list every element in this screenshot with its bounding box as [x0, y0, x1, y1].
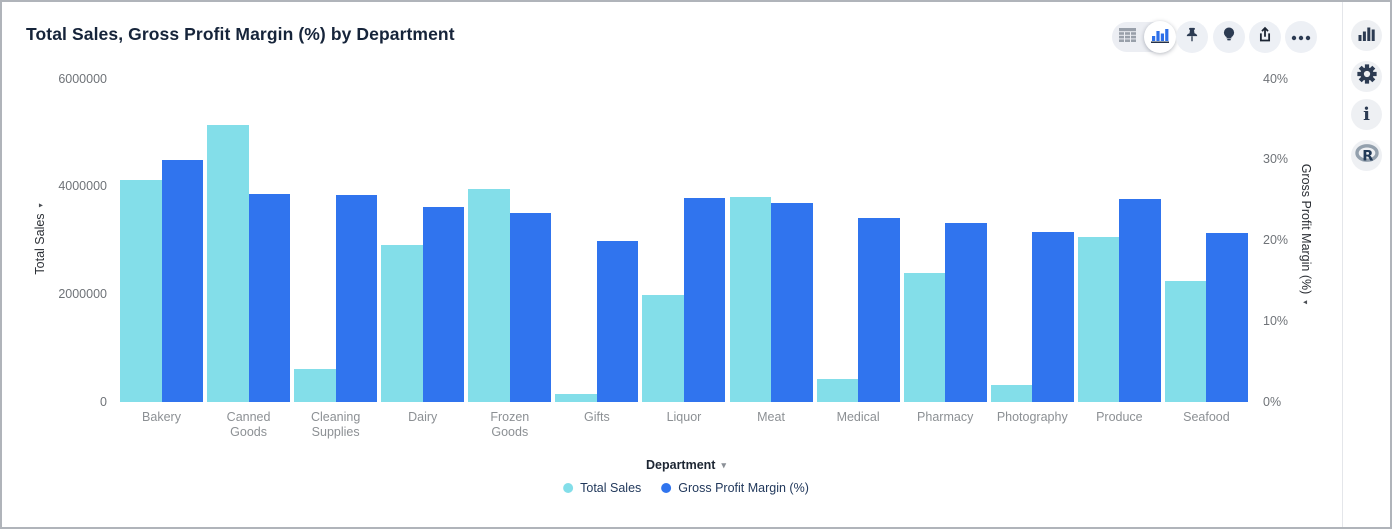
x-axis-field-dropdown[interactable]: Department ▾ [646, 458, 726, 472]
bar-gross-profit-margin[interactable] [1119, 198, 1161, 402]
r-script-button[interactable]: R [1351, 140, 1382, 171]
x-axis-label: Gifts [584, 410, 610, 424]
pin-icon [1183, 26, 1201, 49]
legend-dot-icon [661, 483, 672, 493]
axis-arrow-icon: ▾ [35, 203, 45, 208]
lightbulb-icon [1220, 25, 1238, 49]
bar-gross-profit-margin[interactable] [858, 217, 900, 402]
more-options-button[interactable] [1285, 21, 1317, 53]
widget-main: Total Sales, Gross Profit Margin (%) by … [2, 2, 1342, 527]
right-axis-tick: 10% [1263, 313, 1289, 328]
bar-gross-profit-margin[interactable] [596, 240, 639, 402]
info-button[interactable]: i [1351, 99, 1382, 130]
legend-item[interactable]: Gross Profit Margin (%) [661, 481, 809, 495]
bar-gross-profit-margin[interactable] [422, 207, 465, 402]
bar-total-sales[interactable] [120, 179, 162, 402]
bar-total-sales[interactable] [207, 125, 249, 402]
bar-total-sales[interactable] [1077, 237, 1120, 402]
info-icon: i [1363, 103, 1370, 125]
chart-plot-area [120, 79, 1252, 402]
pin-button[interactable] [1176, 21, 1208, 53]
table-view-icon [1119, 27, 1136, 47]
left-axis-tick: 0 [100, 394, 107, 409]
x-axis-label: Liquor [666, 410, 702, 424]
right-axis-tick: 40% [1263, 71, 1289, 86]
bar-gross-profit-margin[interactable] [683, 197, 726, 402]
x-axis-label: Medical [836, 410, 880, 424]
legend-label: Total Sales [580, 481, 642, 495]
legend-label: Gross Profit Margin (%) [678, 481, 809, 495]
x-axis-label: Dairy [408, 410, 438, 424]
bar-total-sales[interactable] [903, 272, 946, 402]
widget-sidebar: i R [1342, 2, 1390, 527]
r-logo-icon: R [1354, 143, 1379, 169]
bar-gross-profit-margin[interactable] [335, 194, 378, 402]
bar-total-sales[interactable] [990, 385, 1033, 402]
settings-button[interactable] [1351, 61, 1382, 92]
bar-total-sales[interactable] [381, 244, 423, 402]
bar-gross-profit-margin[interactable] [1206, 233, 1248, 402]
x-axis-label: Cleaning Supplies [310, 410, 361, 439]
axis-arrow-icon: ▾ [1301, 300, 1311, 305]
bar-gross-profit-margin[interactable] [248, 193, 291, 402]
left-axis-tick: 6000000 [58, 71, 107, 86]
right-axis-ticks: 40% 30% 20% 10% 0% [1263, 72, 1308, 409]
chevron-down-icon: ▾ [721, 459, 726, 470]
bar-gross-profit-margin[interactable] [945, 222, 987, 402]
left-axis-tick: 4000000 [58, 179, 107, 194]
right-axis-tick: 20% [1263, 233, 1289, 247]
view-toggle [1112, 21, 1176, 53]
legend-dot-icon [563, 483, 574, 493]
x-axis-label: Seafood [1183, 410, 1230, 424]
x-axis-label: Pharmacy [917, 410, 974, 424]
right-axis-title: Gross Profit Margin (%) ▾ [1299, 163, 1313, 305]
bar-gross-profit-margin[interactable] [771, 203, 813, 402]
x-axis-label: Frozen Goods [490, 410, 530, 439]
right-axis-tick: 0% [1263, 394, 1282, 409]
export-icon [1256, 25, 1274, 49]
bar-total-sales[interactable] [642, 295, 684, 402]
bar-total-sales[interactable] [816, 378, 859, 402]
page-title: Total Sales, Gross Profit Margin (%) by … [26, 24, 455, 44]
bar-total-sales[interactable] [294, 368, 336, 402]
chart-type-button[interactable] [1351, 20, 1382, 51]
bar-total-sales[interactable] [555, 393, 597, 402]
insights-button[interactable] [1213, 21, 1245, 53]
x-axis-label: Canned Goods [226, 410, 271, 439]
bar-gross-profit-margin[interactable] [1032, 231, 1074, 402]
x-axis-label: Bakery [142, 410, 181, 424]
left-axis-title: Total Sales ▾ [33, 203, 47, 275]
bar-total-sales[interactable] [729, 197, 772, 402]
svg-text:R: R [1362, 148, 1373, 164]
bar-total-sales[interactable] [468, 188, 510, 402]
chart-legend: Total Sales Gross Profit Margin (%) [563, 481, 809, 495]
bar-total-sales[interactable] [1164, 280, 1207, 402]
table-view-button[interactable] [1112, 22, 1143, 52]
x-axis-label: Produce [1096, 410, 1143, 424]
x-axis-label: Meat [757, 410, 785, 424]
left-axis-ticks: 6000000 4000000 2000000 0 [2, 72, 107, 409]
bar-chart-icon [1358, 25, 1375, 46]
x-axis-label: Photography [996, 410, 1068, 424]
bar-chart-view-icon [1151, 27, 1169, 48]
bar-gross-profit-margin[interactable] [161, 159, 203, 402]
bar-gross-profit-margin[interactable] [509, 213, 552, 402]
right-axis-tick: 30% [1263, 152, 1289, 167]
gear-icon [1356, 63, 1378, 90]
more-icon [1291, 28, 1311, 46]
export-button[interactable] [1249, 21, 1281, 53]
legend-item[interactable]: Total Sales [563, 481, 641, 495]
chart-view-button[interactable] [1144, 21, 1176, 53]
left-axis-tick: 2000000 [58, 286, 107, 301]
